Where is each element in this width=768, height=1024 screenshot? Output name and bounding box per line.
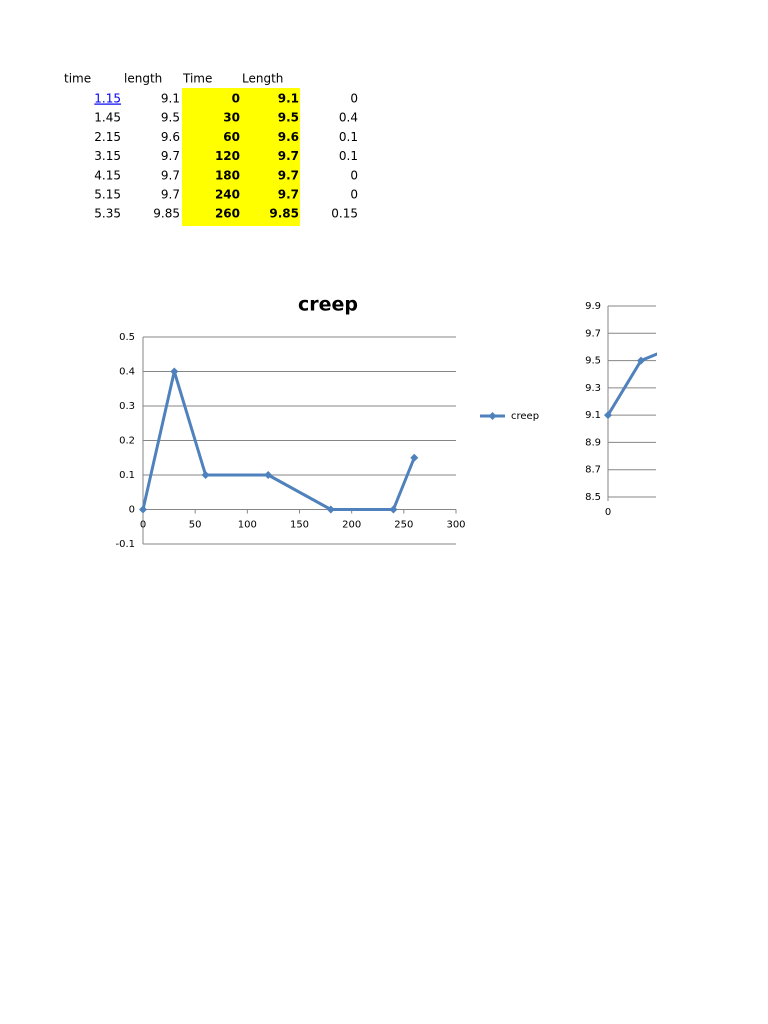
cell: 9.6 [161,130,180,144]
cell: 0 [350,168,358,182]
cell: 180 [215,168,240,182]
chart: 8.5 8.7 8.9 9.1 9.3 9.5 9.7 9.9 0 50 [585,301,744,518]
cell: 1.45 [94,111,121,125]
x-tick-label: 250 [394,520,413,531]
cell: 5.35 [94,207,121,221]
y-tick-label: 0.4 [119,367,135,378]
cell: 9.6 [278,130,299,144]
cell: 3.15 [94,149,121,163]
x-tick-label: 0 [605,507,611,518]
x-tick-label: 300 [446,520,465,531]
cell: 240 [215,188,240,202]
cell: 9.1 [278,92,299,106]
cell: 5.15 [94,188,121,202]
legend-label: creep [511,411,539,422]
marker [264,471,273,479]
chart-title: creep [298,294,358,316]
x-tick-label: 100 [238,520,257,531]
marker [201,471,210,479]
cell: 4.15 [94,168,121,182]
y-tick-label: 0.2 [119,436,135,447]
y-tick-label: 0.5 [119,332,135,343]
cell: 9.85 [269,207,299,221]
cell: 9.5 [278,111,299,125]
legend-marker [488,412,497,420]
cell: 60 [223,130,240,144]
column-header: time [64,72,91,86]
y-tick-label: 9.3 [585,383,601,394]
column-header: Time [182,72,212,86]
cell: 9.7 [278,168,299,182]
table: time length Time Length 1.15 9.1 0 9.1 0 1.45 9.5 3… [64,72,358,221]
marker [637,356,645,365]
cell: 0 [350,188,358,202]
cell: 120 [215,149,240,163]
y-tick-label: 9.5 [585,356,601,367]
cell: 9.7 [161,168,180,182]
y-tick-label: 9.7 [585,328,601,339]
y-tick-label: 8.9 [585,437,601,448]
y-tick-label: -0.1 [115,539,135,550]
y-tick-label: 8.5 [585,492,601,503]
y-tick-label: 0.3 [119,401,135,412]
cell: 260 [215,207,240,221]
y-tick-label: 0.1 [119,470,135,481]
chart: -0.1 0 0.1 0.2 0.3 0.4 0.5 0 50 100 150 200 250 300 cr… [115,294,539,551]
cell: 2.15 [94,130,121,144]
marker [670,343,678,351]
cell: 0.1 [339,149,358,163]
cell[interactable]: 1.15 [94,92,121,106]
marker [326,505,335,514]
cell: 0.4 [339,111,358,125]
cell: 0 [232,92,240,106]
cell: 9.5 [161,111,180,125]
x-tick-label: 50 [657,507,670,518]
cell: 0 [350,92,358,106]
marker [410,453,419,462]
cell: 9.7 [161,149,180,163]
y-tick-label: 9.1 [585,410,601,421]
column-header: length [124,72,162,86]
highlight [182,88,300,226]
cell: 0.15 [331,207,358,221]
marker [389,505,398,514]
column-header: Length [242,72,283,86]
x-tick-label: 200 [342,520,361,531]
series-line [606,352,657,416]
cell: 9.7 [278,149,299,163]
y-tick-label: 8.7 [585,465,601,476]
cell: 9.7 [161,188,180,202]
cell: 9.1 [161,92,180,106]
cell: 9.7 [278,188,299,202]
y-tick-label: 0 [129,505,135,516]
x-tick-label: 150 [290,520,309,531]
marker [170,367,179,376]
x-tick-label: 0 [140,520,146,531]
cell: 9.85 [153,207,180,221]
y-tick-label: 9.9 [585,301,601,312]
marker [736,329,744,337]
cell: 0.1 [339,130,358,144]
marker [604,411,612,420]
x-tick-label: 50 [189,520,202,531]
marker [139,505,147,514]
cell: 30 [223,111,240,125]
